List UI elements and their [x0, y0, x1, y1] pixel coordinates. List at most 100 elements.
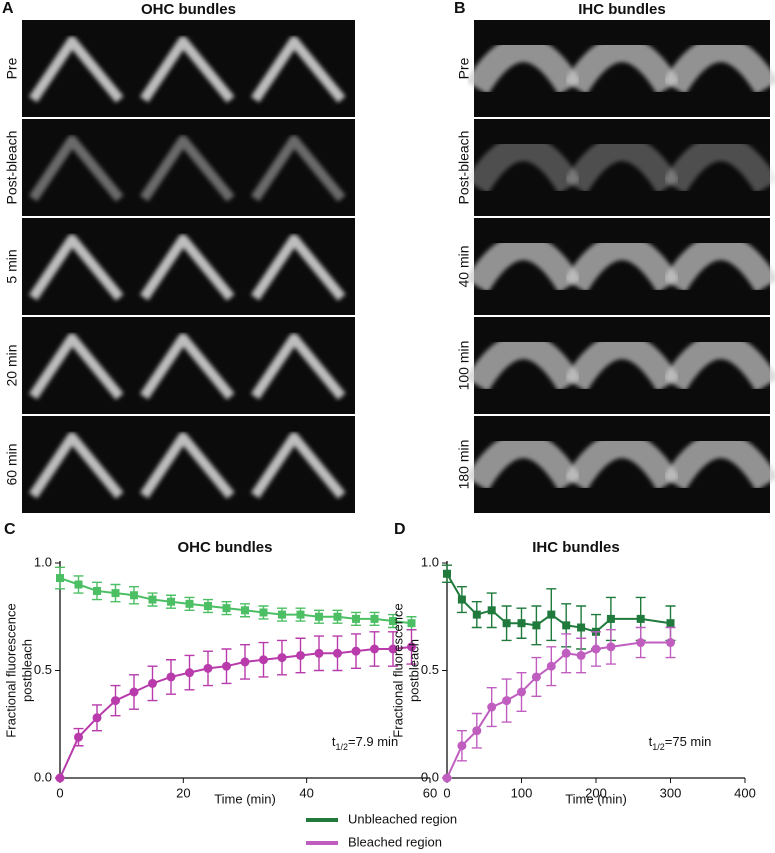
hair-bundle — [250, 135, 346, 202]
annotation-part: =75 min — [665, 734, 712, 749]
hair-bundle — [250, 333, 346, 400]
annotation-part: 1/2 — [652, 742, 665, 752]
row-label: 100 min — [456, 341, 472, 391]
legend-label: Unbleached region — [348, 811, 457, 826]
hair-bundle — [28, 135, 124, 202]
data-point — [315, 612, 323, 621]
data-point — [606, 642, 616, 652]
hair-bundle — [465, 135, 581, 194]
panel-letter: B — [454, 0, 466, 17]
data-point — [111, 589, 120, 598]
data-point — [333, 612, 342, 621]
series-line — [446, 573, 671, 633]
data-point — [111, 696, 120, 706]
data-point — [296, 650, 305, 660]
x-axis-label: Time (min) — [214, 791, 276, 806]
hair-bundle — [250, 432, 346, 499]
row-label: 40 min — [456, 245, 472, 287]
data-point — [167, 597, 175, 606]
data-point — [204, 602, 212, 610]
hair-bundle — [663, 135, 775, 194]
hair-bundle — [28, 36, 124, 103]
image-frame — [22, 20, 355, 117]
y-tick-label: 1.0 — [34, 554, 52, 569]
row-label: 60 min — [4, 443, 20, 485]
hair-bundle — [28, 333, 124, 400]
panel-letter: A — [2, 0, 14, 17]
data-point — [666, 619, 675, 628]
annotation-part: t — [649, 734, 653, 749]
data-point — [74, 732, 83, 742]
hair-bundle — [139, 36, 235, 103]
y-tick-label: 0.5 — [34, 662, 52, 677]
row-label: 5 min — [4, 249, 20, 283]
y-tick-label: 1.0 — [421, 554, 439, 569]
data-point — [443, 569, 451, 578]
data-point — [222, 604, 231, 613]
hair-bundle — [465, 36, 581, 95]
y-tick-label: 0.0 — [421, 769, 439, 784]
data-point — [278, 610, 286, 619]
annotation: t1/2=7.9 min — [332, 734, 398, 752]
row-label: 180 min — [456, 440, 472, 490]
data-point — [561, 648, 571, 658]
hair-bundle — [139, 432, 235, 499]
panel-title: OHC bundles — [141, 1, 236, 18]
row-label: 20 min — [4, 344, 20, 386]
data-point — [92, 713, 102, 723]
data-point — [240, 657, 250, 667]
series-line — [446, 641, 671, 779]
data-point — [56, 574, 64, 583]
data-point — [517, 687, 526, 697]
x-tick-label: 0 — [443, 785, 450, 800]
data-point — [352, 614, 360, 623]
hair-bundle — [139, 333, 235, 400]
data-point — [333, 648, 342, 658]
hair-bundle — [564, 234, 680, 293]
hair-bundle — [465, 333, 581, 392]
annotation-part: 1/2 — [335, 742, 348, 752]
data-point — [203, 663, 213, 673]
annotation: t1/2=75 min — [649, 734, 712, 752]
hair-bundle — [465, 234, 581, 293]
data-point — [591, 644, 601, 654]
hair-bundle — [465, 432, 581, 491]
y-axis-label: postbleach — [406, 639, 421, 702]
y-axis-label: postbleach — [19, 639, 34, 702]
data-point — [222, 661, 231, 671]
y-axis-label: Fractional fluorescence — [3, 603, 18, 737]
chart-title: IHC bundles — [532, 539, 620, 556]
x-tick-label: 20 — [176, 785, 190, 800]
data-point — [93, 586, 101, 595]
data-point — [314, 648, 324, 658]
data-point — [277, 653, 287, 663]
data-point — [185, 599, 194, 608]
data-point — [370, 644, 379, 654]
data-point — [259, 655, 268, 665]
data-point — [562, 621, 571, 630]
hair-bundle — [28, 234, 124, 301]
row-label: Post-bleach — [456, 131, 472, 205]
hair-bundle — [663, 432, 775, 491]
hair-bundle — [250, 234, 346, 301]
hair-bundle — [139, 234, 235, 301]
hair-bundle — [564, 36, 680, 95]
chart-title: OHC bundles — [177, 539, 272, 556]
y-axis-label: Fractional fluorescence — [390, 603, 405, 737]
x-tick-label: 400 — [734, 785, 756, 800]
data-point — [636, 638, 646, 648]
panel-letter: C — [4, 521, 16, 538]
data-point — [487, 606, 496, 615]
data-point — [577, 623, 586, 632]
row-label: Pre — [456, 57, 472, 79]
data-point — [576, 650, 586, 660]
data-point — [389, 617, 397, 626]
data-point — [487, 702, 497, 712]
data-point — [407, 619, 416, 628]
data-point — [296, 610, 305, 619]
annotation-part: t — [332, 734, 336, 749]
image-frame — [474, 416, 770, 513]
data-point — [259, 608, 268, 617]
x-tick-label: 100 — [511, 785, 533, 800]
